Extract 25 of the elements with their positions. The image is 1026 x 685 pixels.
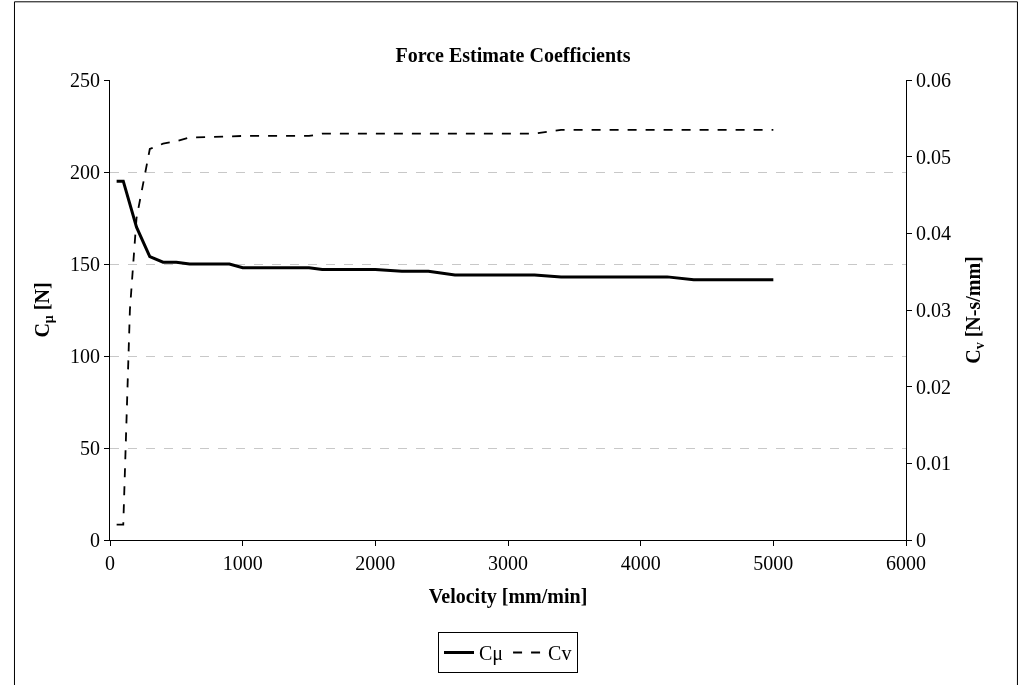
y-tick-label: 100 — [70, 345, 100, 367]
legend-label: Cv — [548, 642, 572, 665]
x-axis-title: Velocity [mm/min] — [428, 584, 588, 608]
x-tick-label: 4000 — [620, 552, 661, 574]
x-tick-label: 5000 — [753, 552, 794, 574]
y-tick-label: 250 — [70, 69, 100, 91]
x-tick-label: 0 — [105, 552, 115, 574]
x-tick-label: 2000 — [355, 552, 396, 574]
y2-tick-label: 0.04 — [916, 222, 951, 245]
y2-tick-label: 0.01 — [916, 452, 951, 475]
x-tick-label: 3000 — [488, 552, 528, 574]
x-tick-label: 1000 — [222, 552, 263, 574]
legend-label: Cμ — [479, 642, 504, 666]
chart-title: Force Estimate Coefficients — [395, 43, 631, 66]
x-tick-label: 6000 — [886, 552, 926, 574]
y2-tick-label: 0.02 — [916, 375, 951, 398]
y-tick-label: 50 — [80, 437, 100, 459]
y-tick-label: 200 — [70, 161, 100, 183]
y2-tick-label: 0.03 — [916, 299, 951, 321]
y2-tick-label: 0.06 — [916, 69, 951, 91]
y-tick-label: 150 — [70, 253, 100, 275]
y2-tick-label: 0.05 — [916, 145, 951, 168]
y2-tick-label: 0 — [916, 529, 926, 551]
y-tick-label: 0 — [90, 529, 100, 551]
line-series — [115, 128, 775, 526]
